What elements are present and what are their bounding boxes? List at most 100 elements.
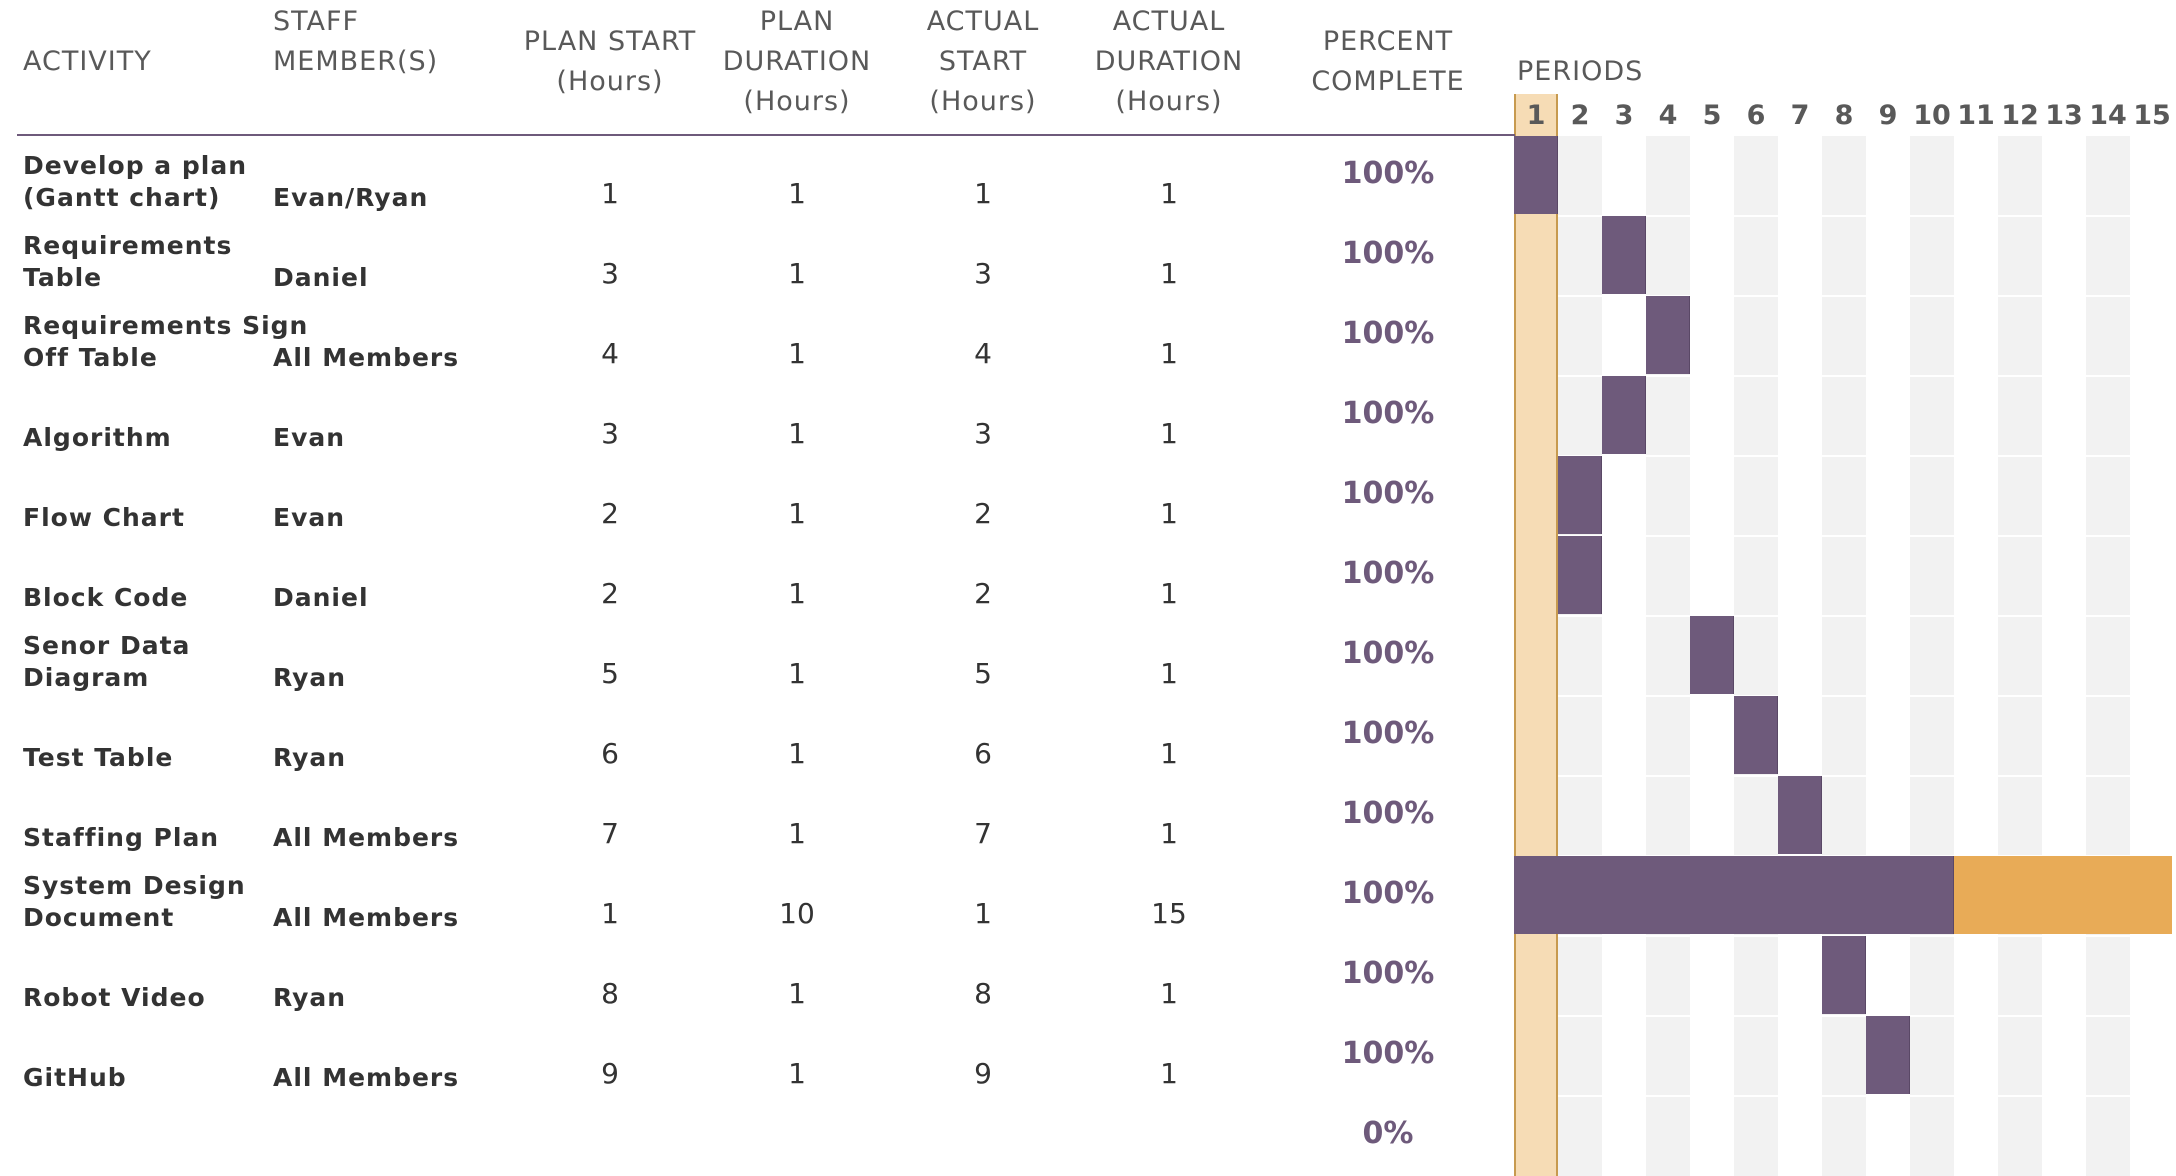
actual-duration-value: 1 (1160, 1057, 1178, 1090)
gantt-bar-actual (1690, 616, 1734, 694)
plan-duration-value: 1 (788, 737, 806, 770)
actual-start-value: 2 (974, 497, 992, 530)
gantt-bar-actual (1602, 376, 1646, 454)
staff-member: Ryan (273, 743, 347, 772)
plan-start-value: 7 (601, 817, 619, 850)
period-number: 14 (2089, 100, 2127, 131)
actual-start-value: 4 (974, 337, 992, 370)
percent-complete-value: 100% (1341, 476, 1435, 511)
activity-name: Senor Data Diagram (23, 631, 191, 692)
header-actual-duration: ACTUAL DURATION (Hours) (1094, 6, 1244, 117)
activity-name: Requirements Table (23, 231, 233, 292)
plan-start-value: 2 (601, 497, 619, 530)
period-stripe (1558, 136, 1602, 1176)
grid-row-separator (1514, 295, 2174, 297)
actual-duration-value: 1 (1160, 497, 1178, 530)
actual-start-value: 7 (974, 817, 992, 850)
actual-start-value: 1 (974, 177, 992, 210)
gantt-bar-actual (1866, 1016, 1910, 1094)
period-number: 11 (1957, 100, 1995, 131)
grid-row-separator (1514, 375, 2174, 377)
percent-complete-value: 100% (1341, 636, 1435, 671)
actual-start-value: 6 (974, 737, 992, 770)
activity-name: Robot Video (23, 983, 206, 1012)
plan-start-value: 3 (601, 257, 619, 290)
period-number: 6 (1746, 100, 1766, 131)
plan-duration-value: 1 (788, 977, 806, 1010)
staff-member: Ryan (273, 663, 347, 692)
plan-start-value: 9 (601, 1057, 619, 1090)
activity-name: Staffing Plan (23, 823, 220, 852)
actual-start-value: 1 (974, 897, 992, 930)
plan-duration-value: 1 (788, 337, 806, 370)
plan-start-value: 6 (601, 737, 619, 770)
plan-duration-value: 1 (788, 497, 806, 530)
percent-complete-value: 100% (1341, 796, 1435, 831)
actual-duration-value: 1 (1160, 977, 1178, 1010)
period-stripe (1998, 136, 2042, 1176)
percent-complete-value: 100% (1341, 876, 1435, 911)
activity-name: GitHub (23, 1063, 127, 1092)
staff-member: Evan (273, 503, 346, 532)
period-number: 3 (1614, 100, 1634, 131)
actual-start-value: 3 (974, 257, 992, 290)
actual-duration-value: 1 (1160, 257, 1178, 290)
header-divider (17, 134, 1515, 136)
header-plan-duration: PLAN DURATION (Hours) (722, 6, 872, 117)
gantt-bar-overrun (1954, 856, 2172, 934)
percent-complete-value: 100% (1341, 956, 1435, 991)
gantt-bar-actual (1558, 536, 1602, 614)
actual-duration-value: 15 (1151, 897, 1187, 930)
header-actual-start: ACTUAL START (Hours) (926, 6, 1040, 117)
plan-duration-value: 1 (788, 657, 806, 690)
period-number: 1 (1526, 100, 1546, 131)
plan-duration-value: 1 (788, 577, 806, 610)
actual-duration-value: 1 (1160, 737, 1178, 770)
plan-start-value: 1 (601, 177, 619, 210)
activity-name: Flow Chart (23, 503, 185, 532)
gantt-bar-actual (1514, 136, 1558, 214)
grid-row-separator (1514, 695, 2174, 697)
header-periods: PERIODS (1517, 56, 1644, 87)
period-number: 12 (2001, 100, 2039, 131)
grid-row-separator (1514, 615, 2174, 617)
actual-start-value: 8 (974, 977, 992, 1010)
actual-duration-value: 1 (1160, 577, 1178, 610)
actual-start-value: 2 (974, 577, 992, 610)
gantt-bar-actual (1822, 936, 1866, 1014)
header-staff: STAFF MEMBER(S) (273, 6, 439, 77)
activity-name: Test Table (23, 743, 174, 772)
activity-name: Develop a plan (Gantt chart) (23, 151, 248, 212)
grid-row-separator (1514, 535, 2174, 537)
highlight-period-column (1514, 94, 1558, 1176)
actual-duration-value: 1 (1160, 337, 1178, 370)
grid-row-separator (1514, 455, 2174, 457)
period-number: 2 (1570, 100, 1590, 131)
period-stripe (1646, 136, 1690, 1176)
grid-row-separator (1514, 1095, 2174, 1097)
period-number: 10 (1913, 100, 1951, 131)
plan-start-value: 4 (601, 337, 619, 370)
percent-complete-value: 100% (1341, 396, 1435, 431)
period-number: 7 (1790, 100, 1810, 131)
gantt-bar-actual (1514, 856, 1954, 934)
plan-start-value: 3 (601, 417, 619, 450)
plan-duration-value: 1 (788, 817, 806, 850)
gantt-bar-actual (1602, 216, 1646, 294)
percent-complete-value: 0% (1362, 1116, 1414, 1151)
staff-member: Evan (273, 423, 346, 452)
period-number: 5 (1702, 100, 1722, 131)
percent-complete-value: 100% (1341, 556, 1435, 591)
percent-complete-value: 100% (1341, 316, 1435, 351)
staff-member: All Members (273, 1063, 460, 1092)
percent-complete-value: 100% (1341, 716, 1435, 751)
header-activity: ACTIVITY (23, 46, 152, 77)
grid-row-separator (1514, 215, 2174, 217)
plan-start-value: 8 (601, 977, 619, 1010)
gantt-bar-actual (1734, 696, 1778, 774)
actual-duration-value: 1 (1160, 417, 1178, 450)
period-stripe (1734, 136, 1778, 1176)
percent-complete-value: 100% (1341, 236, 1435, 271)
plan-duration-value: 1 (788, 257, 806, 290)
plan-start-value: 5 (601, 657, 619, 690)
